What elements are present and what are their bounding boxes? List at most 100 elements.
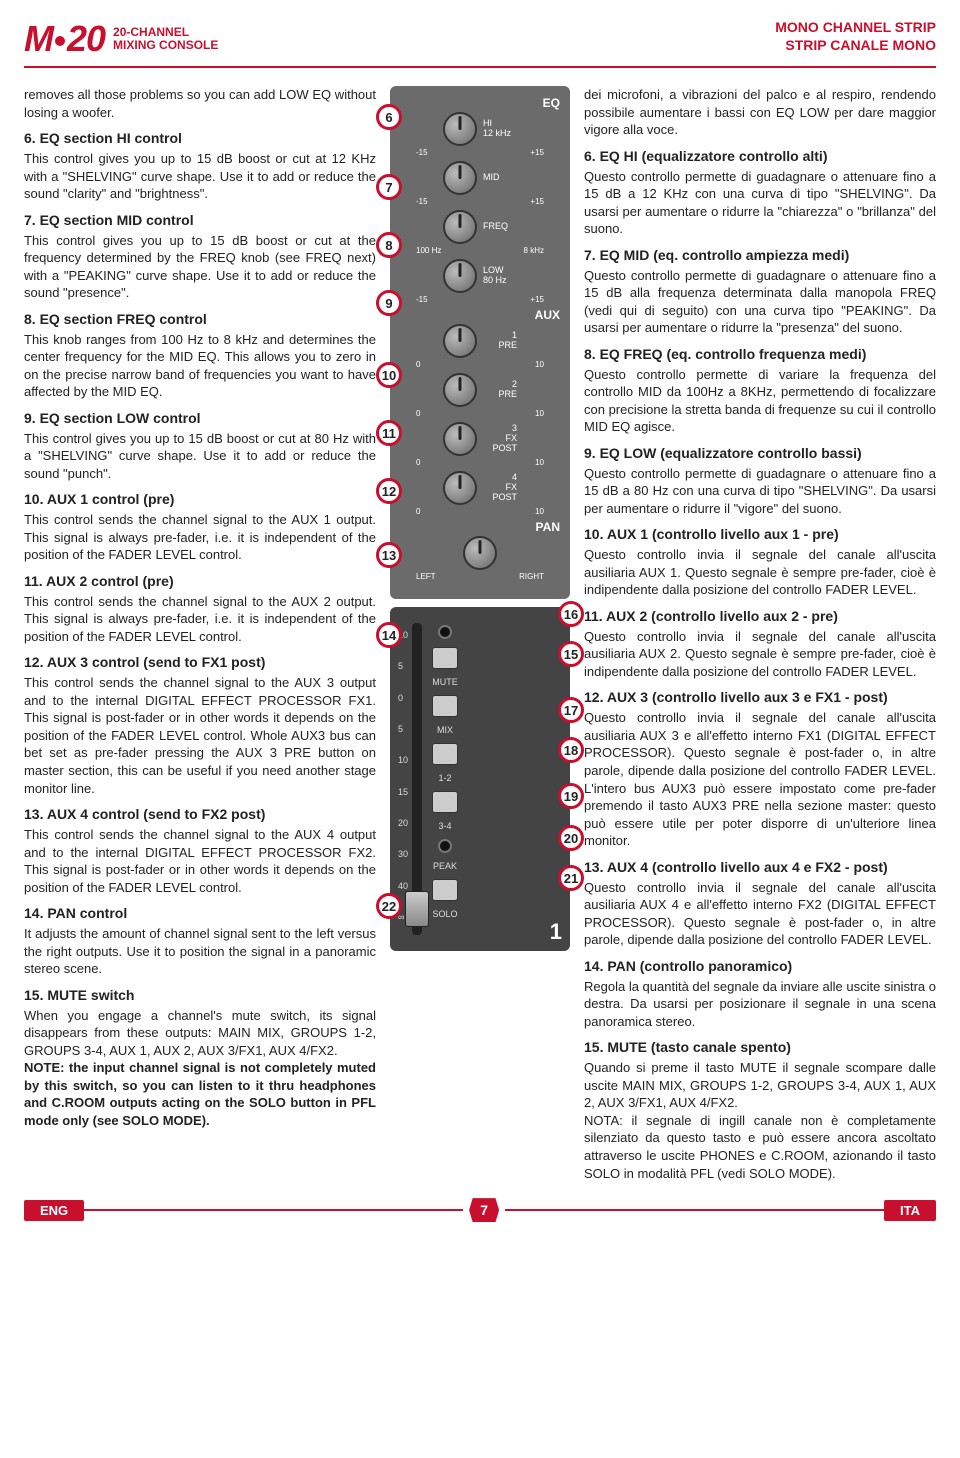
callout-21: 21	[558, 865, 584, 891]
h-15-it: 15. MUTE (tasto canale spento)	[584, 1038, 936, 1057]
label-freq: FREQ	[483, 222, 517, 232]
mute-button[interactable]	[432, 647, 458, 669]
mix-button[interactable]	[432, 695, 458, 717]
h-9-en: 9. EQ section LOW control	[24, 409, 376, 428]
p-12-it: Questo controllo invia il segnale del ca…	[584, 709, 936, 849]
p-13-en: This control sends the channel signal to…	[24, 826, 376, 896]
label-aux2: 2 PRE	[483, 380, 517, 400]
callout-19: 19	[558, 783, 584, 809]
fader-cap[interactable]	[405, 891, 429, 927]
footer: ENG 7 ITA	[24, 1198, 936, 1222]
h-7-en: 7. EQ section MID control	[24, 211, 376, 230]
callout-9: 9	[376, 290, 402, 316]
knob-aux3[interactable]	[443, 422, 477, 456]
callout-15: 15	[558, 641, 584, 667]
callout-17: 17	[558, 697, 584, 723]
knob-pan[interactable]	[463, 536, 497, 570]
knob-freq[interactable]	[443, 210, 477, 244]
h-7-it: 7. EQ MID (eq. controllo ampiezza medi)	[584, 246, 936, 265]
callout-7: 7	[376, 174, 402, 200]
p-9-en: This control gives you up to 15 dB boost…	[24, 430, 376, 483]
callout-22: 22	[376, 893, 402, 919]
knob-aux2[interactable]	[443, 373, 477, 407]
p-12-en: This control sends the channel signal to…	[24, 674, 376, 797]
knob-aux1[interactable]	[443, 324, 477, 358]
p-15-it: Quando si preme il tasto MUTE il segnale…	[584, 1059, 936, 1112]
intro-it: dei microfoni, a vibrazioni del palco e …	[584, 86, 936, 139]
p-6-it: Questo controllo permette di guadagnare …	[584, 168, 936, 238]
h-8-en: 8. EQ section FREQ control	[24, 310, 376, 329]
h-10-it: 10. AUX 1 (controllo livello aux 1 - pre…	[584, 525, 936, 544]
callout-20: 20	[558, 825, 584, 851]
intro-en: removes all those problems so you can ad…	[24, 86, 376, 121]
p-10-en: This control sends the channel signal to…	[24, 511, 376, 564]
knob-aux4[interactable]	[443, 471, 477, 505]
knob-low[interactable]	[443, 259, 477, 293]
g34-label: 3-4	[439, 821, 452, 831]
label-aux3: 3 FX POST	[483, 424, 517, 454]
h-13-it: 13. AUX 4 (controllo livello aux 4 e FX2…	[584, 858, 936, 877]
p-10-it: Questo controllo invia il segnale del ca…	[584, 546, 936, 599]
p-8-it: Questo controllo permette di variare la …	[584, 366, 936, 436]
mute-led	[438, 625, 452, 639]
p-15n-en: NOTE: the input channel signal is not co…	[24, 1059, 376, 1129]
h-12-it: 12. AUX 3 (controllo livello aux 3 e FX1…	[584, 688, 936, 707]
lang-ita: ITA	[884, 1200, 936, 1221]
p-6-en: This control gives you up to 15 dB boost…	[24, 150, 376, 203]
h-14-en: 14. PAN control	[24, 904, 376, 923]
h-11-en: 11. AUX 2 control (pre)	[24, 572, 376, 591]
g12-label: 1-2	[439, 773, 452, 783]
aux-label: AUX	[398, 308, 562, 322]
callout-6: 6	[376, 104, 402, 130]
peak-label: PEAK	[433, 861, 457, 871]
label-aux4: 4 FX POST	[483, 473, 517, 503]
p-7-en: This control gives you up to 15 dB boost…	[24, 232, 376, 302]
h-13-en: 13. AUX 4 control (send to FX2 post)	[24, 805, 376, 824]
channel-strip: 6 EQ HI 12 kHz -15+15 7 MID -15+15 8 FRE…	[390, 86, 570, 1182]
header: M20 20-CHANNEL MIXING CONSOLE MONO CHANN…	[24, 18, 936, 68]
h-11-it: 11. AUX 2 (controllo livello aux 2 - pre…	[584, 607, 936, 626]
label-hi: HI 12 kHz	[483, 119, 517, 139]
solo-button[interactable]	[432, 879, 458, 901]
p-15-en: When you engage a channel's mute switch,…	[24, 1007, 376, 1060]
callout-8: 8	[376, 232, 402, 258]
p-11-it: Questo controllo invia il segnale del ca…	[584, 628, 936, 681]
channel-number: 1	[550, 919, 562, 945]
h-10-en: 10. AUX 1 control (pre)	[24, 490, 376, 509]
callout-14: 14	[376, 622, 402, 648]
col-italian: dei microfoni, a vibrazioni del palco e …	[584, 86, 936, 1182]
mix-label: MIX	[437, 725, 453, 735]
p-15n-it: NOTA: il segnale di ingill canale non è …	[584, 1112, 936, 1182]
callout-18: 18	[558, 737, 584, 763]
col-english: removes all those problems so you can ad…	[24, 86, 376, 1182]
peak-led	[438, 839, 452, 853]
h-6-en: 6. EQ section HI control	[24, 129, 376, 148]
p-7-it: Questo controllo permette di guadagnare …	[584, 267, 936, 337]
knob-mid[interactable]	[443, 161, 477, 195]
callout-11: 11	[376, 420, 402, 446]
eq-label: EQ	[398, 96, 562, 110]
header-right-1: MONO CHANNEL STRIP	[775, 18, 936, 36]
h-8-it: 8. EQ FREQ (eq. controllo frequenza medi…	[584, 345, 936, 364]
h-15-en: 15. MUTE switch	[24, 986, 376, 1005]
label-aux1: 1 PRE	[483, 331, 517, 351]
g12-button[interactable]	[432, 743, 458, 765]
p-8-en: This knob ranges from 100 Hz to 8 kHz an…	[24, 331, 376, 401]
subtitle-2: MIXING CONSOLE	[113, 39, 218, 52]
lang-eng: ENG	[24, 1200, 84, 1221]
h-6-it: 6. EQ HI (equalizzatore controllo alti)	[584, 147, 936, 166]
fader-track[interactable]	[412, 623, 422, 935]
h-9-it: 9. EQ LOW (equalizzatore controllo bassi…	[584, 444, 936, 463]
pan-label: PAN	[398, 520, 562, 534]
p-9-it: Questo controllo permette di guadagnare …	[584, 465, 936, 518]
page-number: 7	[469, 1198, 499, 1222]
g34-button[interactable]	[432, 791, 458, 813]
p-13-it: Questo controllo invia il segnale del ca…	[584, 879, 936, 949]
label-low: LOW 80 Hz	[483, 266, 517, 286]
h-14-it: 14. PAN (controllo panoramico)	[584, 957, 936, 976]
logo: M20	[24, 18, 105, 60]
p-14-en: It adjusts the amount of channel signal …	[24, 925, 376, 978]
label-mid: MID	[483, 173, 517, 183]
mute-label: MUTE	[432, 677, 458, 687]
knob-hi[interactable]	[443, 112, 477, 146]
